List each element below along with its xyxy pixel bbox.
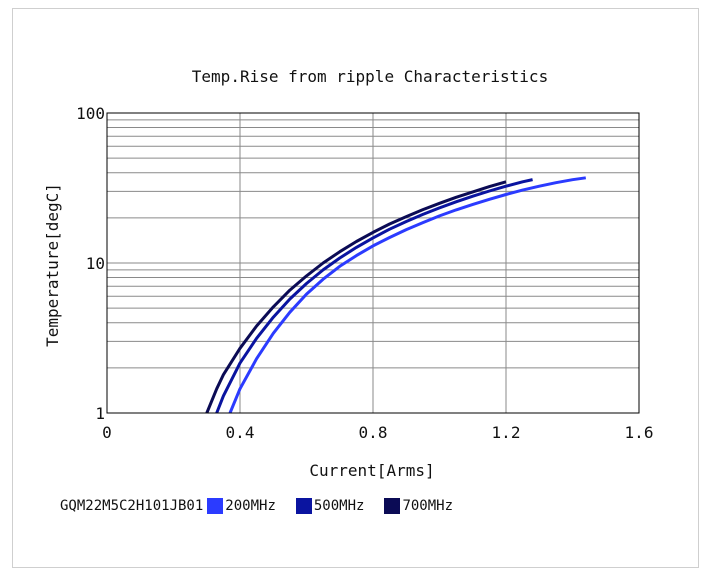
legend-label-200mhz: 200MHz — [225, 498, 276, 514]
x-tick-label-0: 0 — [102, 423, 112, 442]
y-tick-label-2: 100 — [76, 104, 105, 123]
legend-swatch-500mhz — [295, 498, 312, 514]
y-axis-label: Temperature[degC] — [43, 183, 62, 347]
series-line-700mhz — [205, 180, 507, 414]
grid — [107, 113, 639, 413]
plot-border — [106, 112, 640, 414]
legend: GQM22M5C2H101JB01 200MHz 500MHz 700MHz — [60, 496, 473, 516]
legend-swatch-700mhz — [384, 498, 401, 514]
legend-swatch-200mhz — [207, 498, 224, 514]
chart-title: Temp.Rise from ripple Characteristics — [192, 67, 548, 86]
legend-item-200mhz: 200MHz — [207, 498, 276, 514]
legend-label-500mhz: 500MHz — [313, 498, 365, 514]
y-tick-label-0: 1 — [95, 404, 105, 423]
y-tick-label-1: 10 — [86, 254, 105, 273]
legend-item-700mhz: 700MHz — [384, 498, 453, 514]
series-line-200mhz — [228, 176, 587, 414]
x-tick-label-3: 1.2 — [492, 423, 521, 442]
plot-lines — [205, 176, 587, 414]
x-tick-label-4: 1.6 — [625, 423, 654, 442]
x-axis-label: Current[Arms] — [309, 461, 434, 480]
x-tick-label-1: 0.4 — [226, 423, 255, 442]
chart-frame — [12, 8, 699, 568]
series-line-500mhz — [215, 178, 533, 414]
legend-product-label: GQM22M5C2H101JB01 — [60, 498, 204, 514]
legend-item-500mhz: 500MHz — [295, 498, 365, 514]
x-tick-label-2: 0.8 — [359, 423, 388, 442]
legend-label-700mhz: 700MHz — [402, 498, 454, 514]
tick-labels: 0 0.4 0.8 1.2 1.6 1 10 100 — [76, 104, 653, 442]
